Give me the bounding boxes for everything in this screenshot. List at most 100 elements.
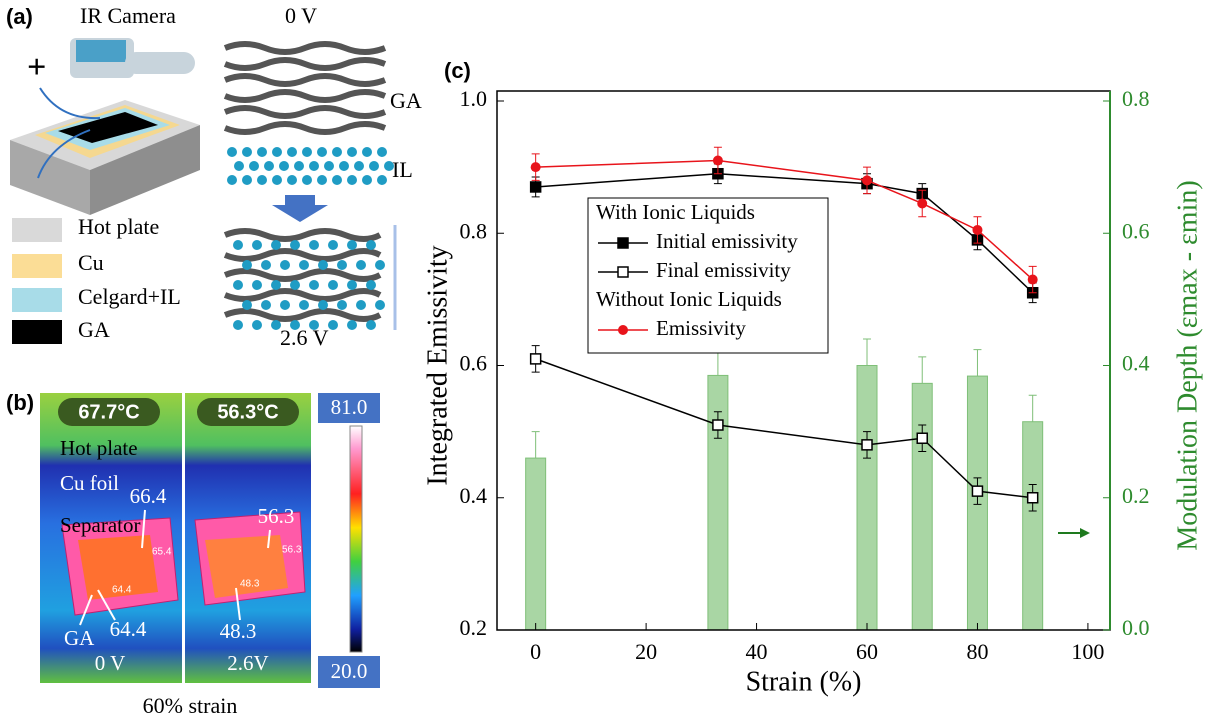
dot [264, 161, 274, 171]
dot [347, 240, 357, 250]
panel-b: (b) 67.7°C 56.3°C Hot plate Cu foil 66.4… [6, 390, 380, 718]
dot [318, 300, 328, 310]
region-label: GA [64, 626, 95, 650]
temp-label: 64.4 [110, 617, 147, 641]
plus-sign: + [27, 49, 46, 86]
marker [712, 155, 723, 166]
ga-sample [78, 535, 158, 600]
dot [290, 240, 300, 250]
voltage-label: 0 V [285, 3, 317, 28]
error-bar [1028, 394, 1037, 422]
dot [227, 175, 237, 185]
dot [332, 147, 342, 157]
hot-plate-front [90, 125, 200, 215]
dot [280, 260, 290, 270]
legend-swatch [12, 218, 62, 242]
x-tick-label: 40 [746, 639, 768, 664]
legend-title: Without Ionic Liquids [596, 287, 782, 311]
voltage-label: 0 V [95, 651, 126, 675]
dot [347, 320, 357, 330]
dot [375, 300, 385, 310]
region-label: Separator [60, 513, 140, 537]
x-tick-label: 20 [635, 639, 657, 664]
y-axis-label: Integrated Emissivity [422, 245, 453, 485]
dot [337, 260, 347, 270]
error-bar [863, 338, 872, 366]
dot [242, 147, 252, 157]
y2-tick-label: 0.4 [1122, 351, 1150, 376]
marker [917, 198, 928, 209]
legend-swatch [12, 320, 62, 344]
x-tick-label: 0 [530, 639, 541, 664]
dot [272, 175, 282, 185]
panel-label: (a) [6, 4, 33, 29]
region-label: Cu foil [60, 471, 119, 495]
ga-layer [58, 112, 158, 143]
series-line [535, 159, 1034, 281]
dot [347, 147, 357, 157]
dot [366, 240, 376, 250]
dot [233, 280, 243, 290]
series-line [535, 358, 1033, 499]
marker [618, 325, 628, 335]
x-tick-label: 60 [856, 639, 878, 664]
dot [375, 260, 385, 270]
chart: (c) 0 20 40 60 80 100 0.2 0.4 0.6 0.8 1.0 0.0 0.2 0.4 0… [422, 58, 1203, 698]
dot [302, 147, 312, 157]
error-bar [531, 431, 540, 459]
bar [1022, 421, 1044, 631]
marker [972, 224, 983, 235]
color-bar [349, 425, 363, 653]
y2-tick-label: 0.6 [1122, 218, 1150, 243]
dot [257, 147, 267, 157]
error-bar [973, 349, 982, 377]
dot [369, 161, 379, 171]
dot [252, 240, 262, 250]
series-line [535, 172, 1034, 294]
dot [339, 161, 349, 171]
dot [290, 280, 300, 290]
legend-swatch [12, 288, 62, 312]
dot [234, 161, 244, 171]
dot [317, 147, 327, 157]
caption: 60% strain [143, 693, 238, 718]
dot [332, 175, 342, 185]
dot [272, 147, 282, 157]
dot [261, 300, 271, 310]
dot [290, 320, 300, 330]
dot [309, 161, 319, 171]
panel-label: (c) [444, 58, 471, 83]
y2-tick-label: 0.8 [1122, 86, 1150, 111]
spot-label: 56.3 [282, 545, 302, 556]
camera-handle [125, 52, 195, 74]
il-dots [233, 240, 385, 330]
y2-tick-label: 0.2 [1122, 483, 1150, 508]
marker [617, 237, 629, 249]
marker [1026, 492, 1039, 504]
dot [362, 175, 372, 185]
dot [377, 175, 387, 185]
dot [257, 175, 267, 185]
legend-label: Celgard+IL [78, 284, 181, 309]
x-tick-label: 100 [1071, 639, 1104, 664]
panel-label: (b) [6, 390, 34, 415]
marker [971, 485, 984, 497]
dot [252, 320, 262, 330]
legend-label: GA [78, 317, 110, 342]
error-bar [918, 356, 927, 384]
dot [299, 300, 309, 310]
layer-label: IL [392, 157, 413, 182]
dot [302, 175, 312, 185]
dot [294, 161, 304, 171]
dot [299, 260, 309, 270]
dot [384, 161, 394, 171]
marker [1027, 274, 1038, 285]
legend-label: Emissivity [656, 316, 746, 340]
marker [529, 181, 542, 193]
dot [287, 175, 297, 185]
ga-sheets [223, 41, 387, 135]
dot [324, 161, 334, 171]
dot [347, 175, 357, 185]
